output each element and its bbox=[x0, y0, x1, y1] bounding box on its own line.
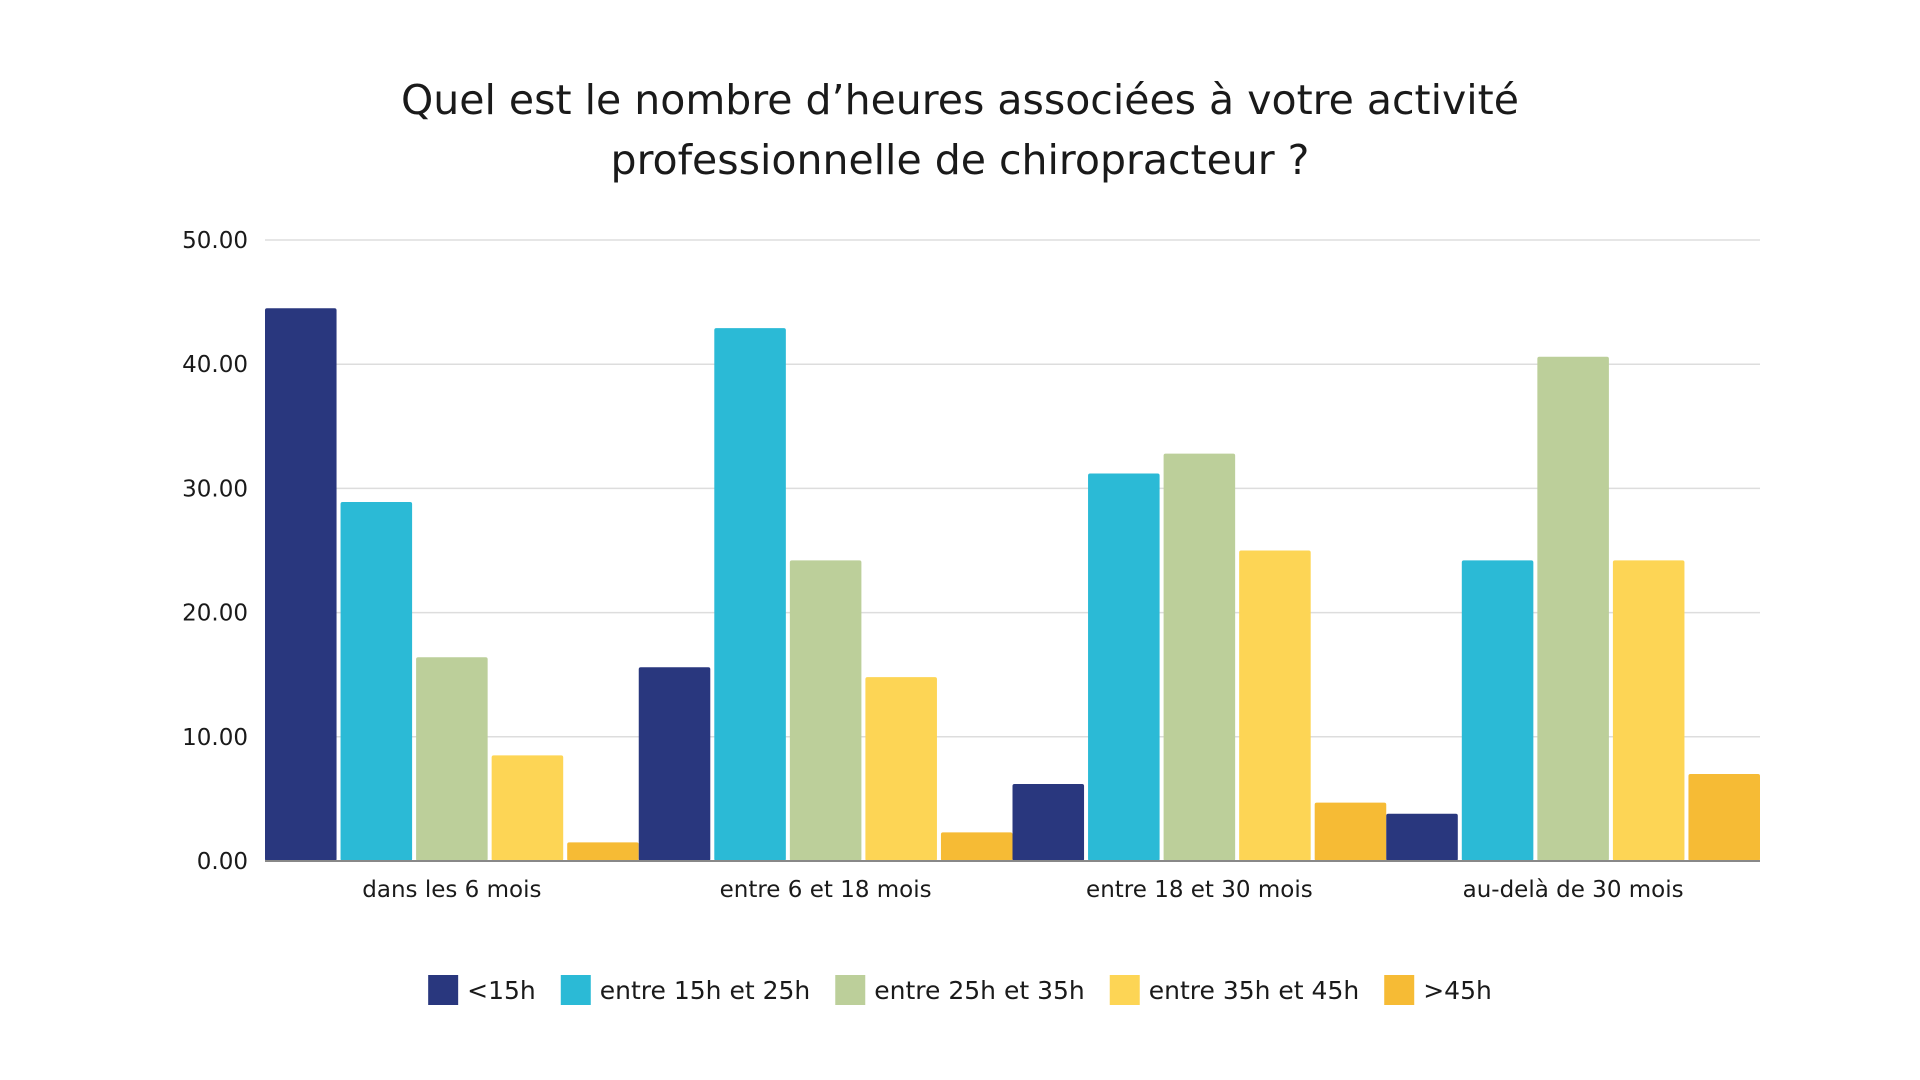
legend: <15h entre 15h et 25h entre 25h et 35h entr… bbox=[428, 975, 1492, 1005]
y-axis: 0.00 10.00 20.00 30.00 40.00 50.00 bbox=[182, 228, 248, 875]
legend-label: >45h bbox=[1423, 976, 1492, 1005]
bar bbox=[789, 560, 862, 861]
legend-swatch bbox=[1384, 975, 1415, 1005]
bar bbox=[491, 755, 564, 861]
bar bbox=[1163, 453, 1236, 861]
bar bbox=[265, 308, 337, 861]
chart-title: Quel est le nombre d’heures associées à … bbox=[0, 70, 1920, 190]
bar bbox=[1612, 560, 1685, 861]
bar bbox=[1537, 356, 1609, 861]
bar bbox=[1688, 774, 1760, 861]
x-tick-label: dans les 6 mois bbox=[362, 877, 541, 903]
bar bbox=[1012, 783, 1085, 861]
x-tick-label: au-delà de 30 mois bbox=[1463, 877, 1684, 903]
legend-swatch bbox=[1109, 975, 1140, 1005]
bar bbox=[1386, 813, 1458, 861]
y-tick-label: 40.00 bbox=[182, 352, 248, 378]
bar bbox=[1314, 802, 1387, 861]
bar bbox=[416, 657, 488, 861]
bar bbox=[340, 502, 413, 861]
y-tick-label: 20.00 bbox=[182, 601, 248, 627]
bar bbox=[940, 832, 1013, 861]
legend-label: entre 35h et 45h bbox=[1149, 976, 1359, 1005]
bar bbox=[567, 842, 639, 861]
x-tick-label: entre 6 et 18 mois bbox=[720, 877, 932, 903]
legend-label: <15h bbox=[467, 976, 536, 1005]
y-tick-label: 0.00 bbox=[197, 849, 248, 875]
bar bbox=[1239, 550, 1311, 861]
y-tick-label: 10.00 bbox=[182, 725, 248, 751]
bar bbox=[638, 667, 711, 861]
bar bbox=[1461, 560, 1534, 861]
legend-item: entre 15h et 25h bbox=[560, 975, 810, 1005]
y-tick-label: 50.00 bbox=[182, 228, 248, 254]
legend-item: <15h bbox=[428, 975, 536, 1005]
x-axis: dans les 6 mois entre 6 et 18 mois entre 1… bbox=[265, 860, 1760, 903]
bar bbox=[865, 677, 937, 861]
chart-title-line-2: professionnelle de chiropracteur ? bbox=[610, 136, 1310, 184]
bar bbox=[714, 328, 786, 861]
y-tick-label: 30.00 bbox=[182, 476, 248, 502]
legend-item: entre 35h et 45h bbox=[1109, 975, 1359, 1005]
bars bbox=[265, 308, 1760, 861]
chart-title-line-1: Quel est le nombre d’heures associées à … bbox=[401, 76, 1519, 124]
legend-swatch bbox=[835, 975, 866, 1005]
legend-item: >45h bbox=[1384, 975, 1492, 1005]
legend-swatch bbox=[428, 975, 459, 1005]
bar bbox=[1088, 473, 1160, 861]
legend-item: entre 25h et 35h bbox=[835, 975, 1085, 1005]
legend-swatch bbox=[560, 975, 591, 1005]
x-tick-label: entre 18 et 30 mois bbox=[1086, 877, 1313, 903]
legend-label: entre 15h et 25h bbox=[600, 976, 810, 1005]
legend-label: entre 25h et 35h bbox=[874, 976, 1084, 1005]
gridlines bbox=[265, 239, 1760, 738]
